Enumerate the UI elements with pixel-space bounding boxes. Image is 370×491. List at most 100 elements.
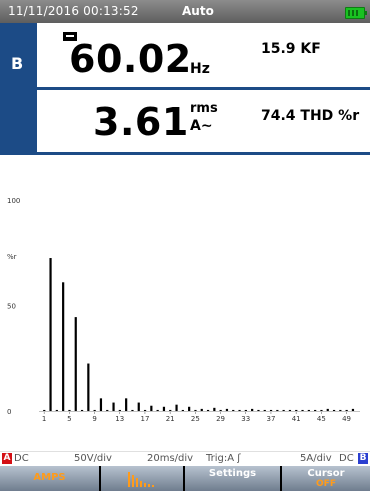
row-divider-bottom [37,152,370,155]
channel-b-badge: B [358,453,368,464]
harmonic-bar [276,409,279,411]
harmonic-bar [288,409,292,411]
harmonic-bar [238,409,241,411]
harmonic-bar [106,409,109,411]
crest-factor: 15.9 KF [261,41,321,57]
harmonic-bar [169,409,172,411]
harmonic-bar [219,409,222,411]
harmonic-bar [351,408,355,411]
harmonic-bar [55,409,58,411]
channel-a-badge: A [2,453,12,464]
harmonic-bar [314,409,317,411]
harmonic-bar [213,407,216,411]
softkey-bar: AMPS Settings Cursor OFF [0,466,370,491]
harmonic-bar [251,408,254,411]
x-tick-label: 49 [342,415,351,423]
harmonic-bar [188,406,191,411]
harmonic-bar [332,409,336,411]
harmonic-bar [74,317,77,411]
softkey-cursor-label: Cursor [307,468,345,479]
softkey-cursor-state: OFF [316,479,336,489]
y-tick-label: 0 [7,408,11,416]
harmonics-svg: 0 50 100 %r 1 5 9 13 17 21 25 29 33 37 41 45 49 [7,197,360,423]
harmonic-bar [43,409,46,411]
auto-mode: Auto [182,4,214,18]
x-tick-label: 33 [241,415,250,423]
harmonic-bar [326,408,329,411]
harmonic-bar [80,409,84,411]
reading-row-frequency[interactable]: 60.02 Hz 15.9 KF [37,23,370,87]
channel-indicator: B [0,23,37,155]
harmonic-bar [301,409,304,411]
harmonic-bar [99,398,103,411]
softkey-settings-label: Settings [208,468,257,479]
harmonic-bar [125,398,128,411]
harmonic-bar [112,402,115,411]
x-tick-label: 25 [191,415,200,423]
time-per-div: 20ms/div [147,453,194,464]
softkey-cursor[interactable]: Cursor OFF [282,466,370,491]
harmonic-bar [232,409,235,411]
harmonic-bar [257,409,260,411]
coupling-b: DC [339,453,354,464]
x-tick-label: 1 [42,415,46,423]
harmonic-bar [244,409,247,411]
x-tick-label: 13 [115,415,124,423]
x-tick-label: 17 [140,415,149,423]
harmonic-bar [93,409,96,411]
channel-label: B [11,54,24,73]
harmonic-bar [345,409,348,411]
harmonic-bar [194,409,197,411]
harmonic-bar [62,282,65,411]
row-divider [37,87,370,90]
harmonic-bar [320,409,323,411]
rms-label: rms [190,101,218,116]
harmonics-chart: 0 50 100 %r 1 5 9 13 17 21 25 29 33 37 41 45 49 [0,155,370,451]
frequency-value: 60.02 [69,37,192,81]
y-tick-label: 100 [7,197,20,205]
x-tick-label: 37 [266,415,275,423]
thd-value: 74.4 THD %r [261,108,360,124]
harmonic-bar [162,406,166,411]
harmonic-bar [175,404,178,411]
softkey-settings[interactable]: Settings [185,466,280,491]
softkey-amps[interactable]: AMPS [0,466,99,491]
x-tick-label: 29 [216,415,225,423]
softkey-harmonics[interactable] [101,466,183,491]
harmonic-bar [131,409,134,411]
x-tick-label: 5 [67,415,71,423]
harmonic-bar [269,409,273,411]
harmonic-bar [200,408,203,411]
harmonic-bar [150,405,153,411]
harmonic-bar [206,409,210,411]
harmonic-bar [49,258,52,411]
current-unit: A∼ [190,118,213,134]
x-tick-label: 9 [92,415,96,423]
coupling-a: DC [14,453,29,464]
harmonic-bar [295,409,298,411]
frequency-unit: Hz [190,61,210,77]
harmonic-bar [307,409,310,411]
readings-panel: B 60.02 Hz 15.9 KF 3.61 rms A∼ 74.4 THD … [0,23,370,155]
x-tick-label: 41 [292,415,301,423]
current-value: 3.61 [93,100,189,144]
harmonic-bar [339,409,342,411]
battery-full-icon [345,7,367,19]
harmonic-bar [263,409,266,411]
harmonic-bar [225,408,229,411]
harmonic-bar [137,402,140,411]
harmonic-bar [156,409,159,411]
status-bar: 11/11/2016 00:13:52 Auto [0,0,370,23]
harmonic-bar [87,363,90,411]
harmonic-bar [68,409,71,411]
datetime: 11/11/2016 00:13:52 [8,4,139,18]
harmonics-bars-icon [128,472,154,487]
harmonic-bar [143,409,147,411]
harmonic-bar [181,409,184,411]
amps-per-div: 5A/div [300,453,332,464]
harmonic-bar [118,409,121,411]
reading-row-current[interactable]: 3.61 rms A∼ 74.4 THD %r [37,90,370,152]
info-bar: A DC 50V/div 20ms/div Trig:A ʃ 5A/div DC… [0,451,370,466]
x-tick-label: 45 [317,415,326,423]
